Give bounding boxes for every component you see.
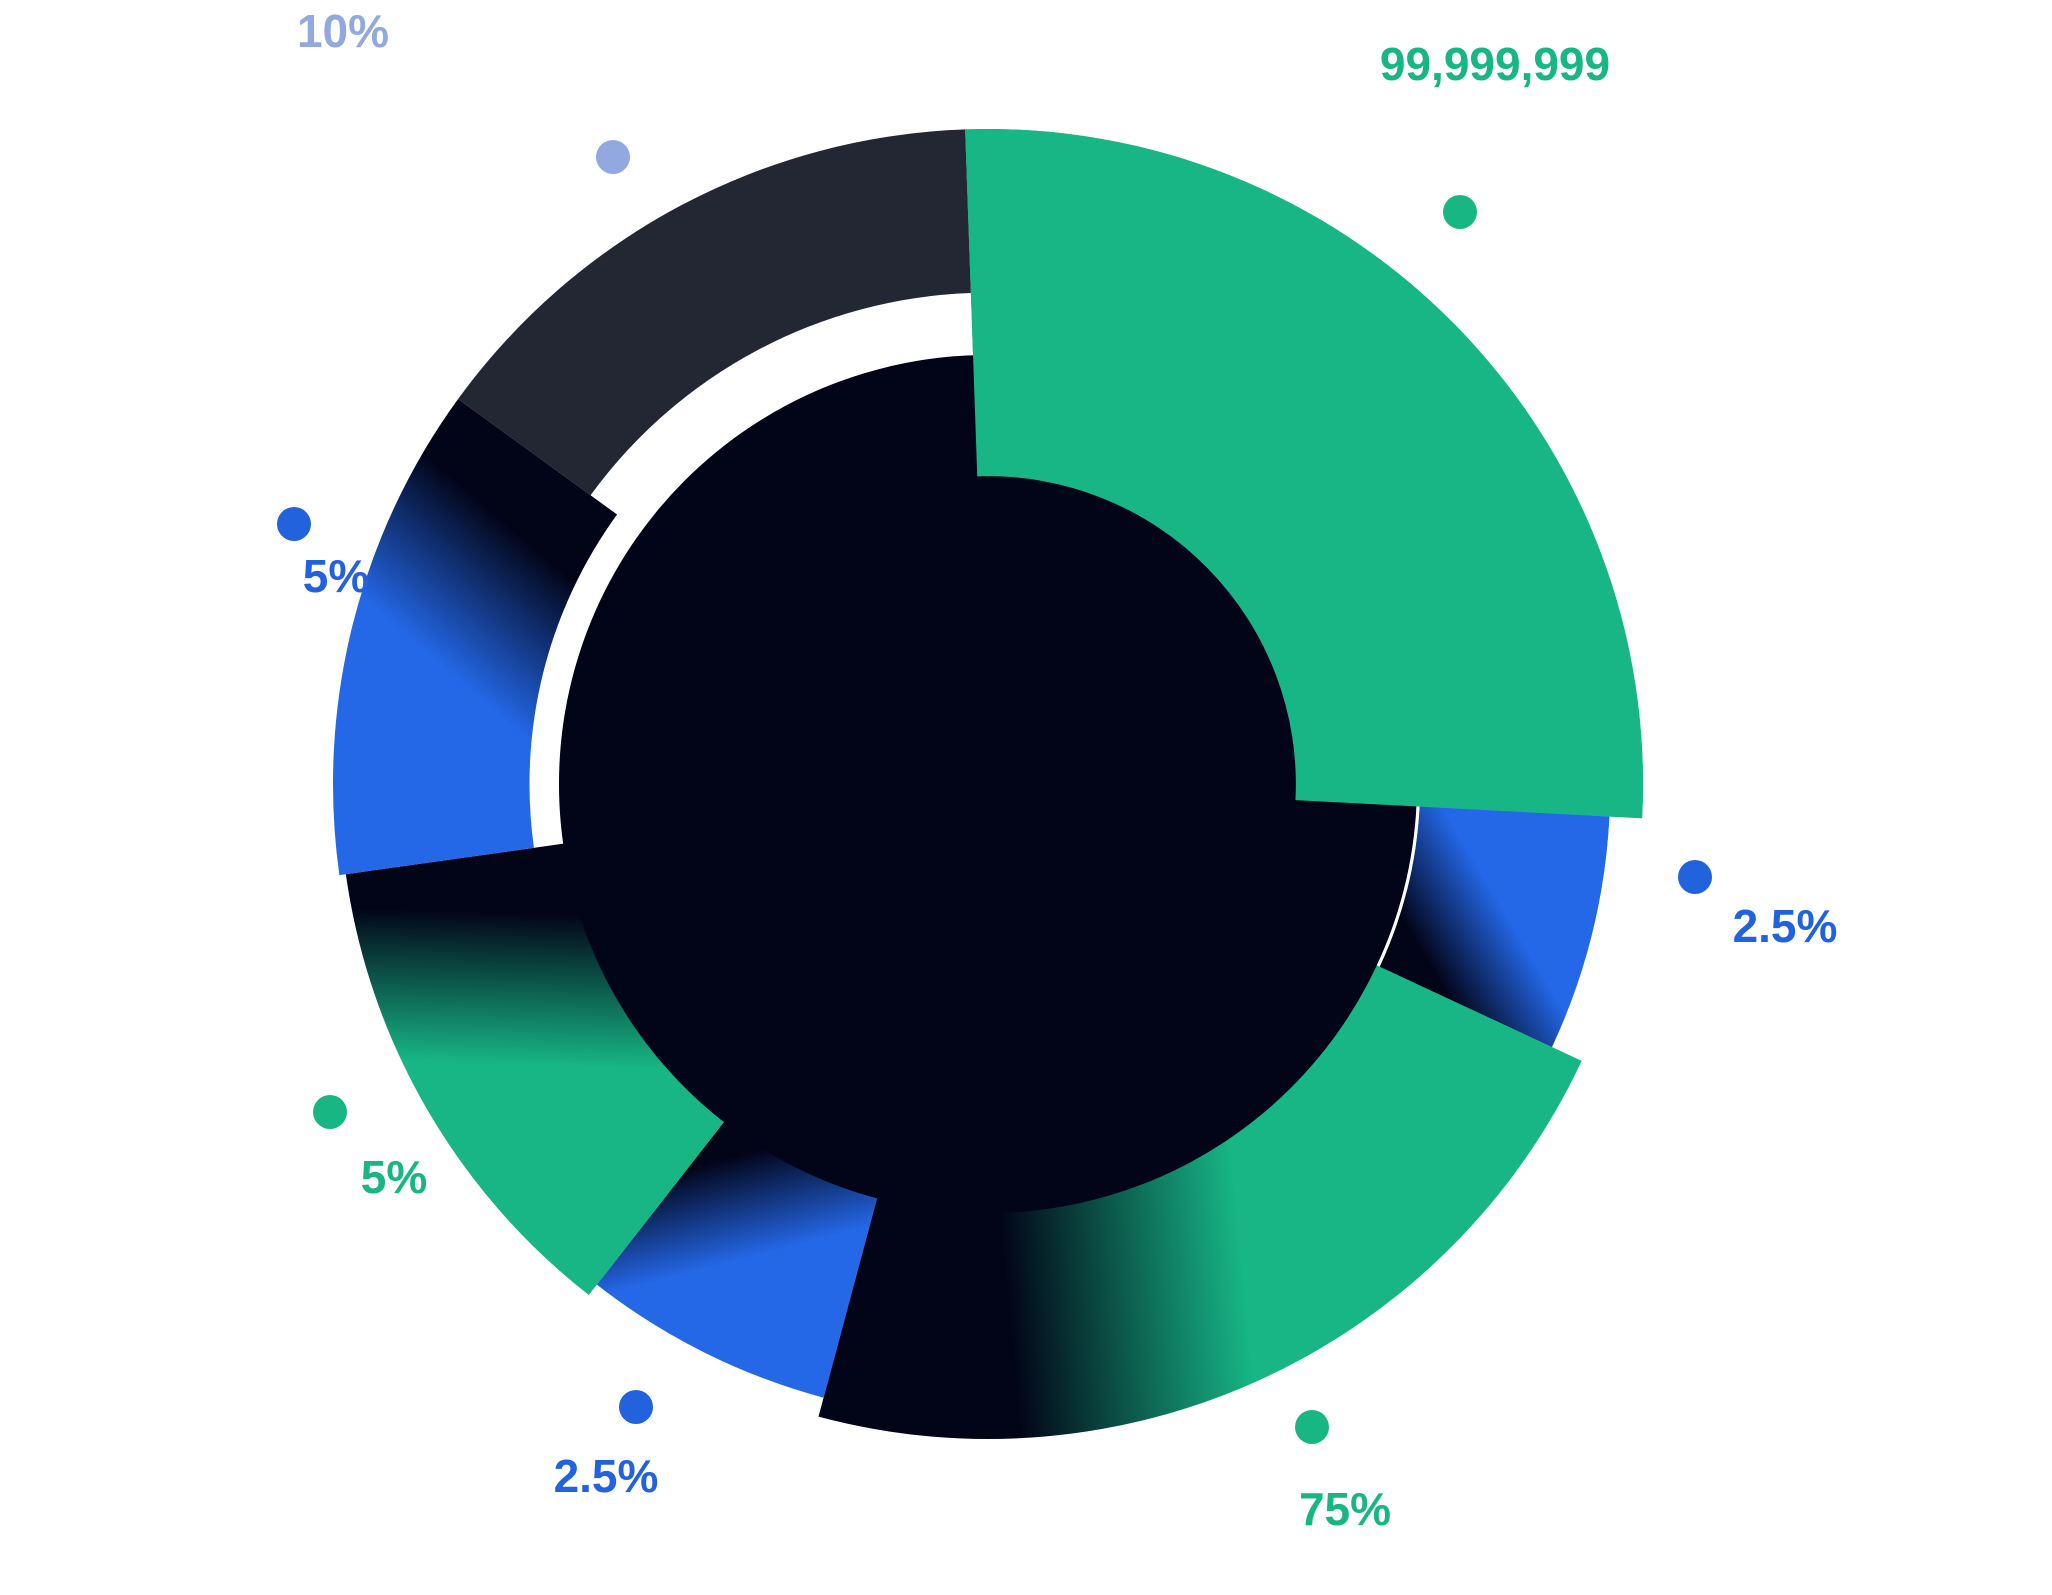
slice-label: 2.5%	[1733, 900, 1838, 952]
slice-4	[345, 841, 734, 1295]
slice-label: 5%	[303, 550, 369, 602]
slice-label: 2.5%	[554, 1450, 659, 1502]
slice-5	[333, 399, 618, 876]
slice-0-top	[965, 129, 1643, 819]
slice-2	[818, 961, 1582, 1439]
chart-center	[558, 129, 1643, 1214]
label-marker-dot	[619, 1390, 653, 1424]
slice-labels: 99,999,999 2.5% 75% 2.5% 5% 5% 10%	[297, 5, 1837, 1535]
label-marker-dot	[1443, 195, 1477, 229]
label-marker-dot	[1678, 860, 1712, 894]
slice-label: 99,999,999	[1380, 38, 1610, 90]
slice-6	[458, 129, 971, 496]
slice-1-top	[1379, 806, 1610, 1047]
label-marker-dot	[596, 140, 630, 174]
label-marker-dot	[277, 507, 311, 541]
label-marker-dot	[313, 1095, 347, 1129]
slice-label: 5%	[361, 1151, 427, 1203]
label-markers	[277, 140, 1712, 1444]
slice-label: 10%	[297, 5, 389, 57]
slice-label: 75%	[1299, 1483, 1391, 1535]
center-disc	[558, 354, 1418, 1214]
slice-3	[596, 1104, 883, 1398]
label-marker-dot	[1295, 1410, 1329, 1444]
